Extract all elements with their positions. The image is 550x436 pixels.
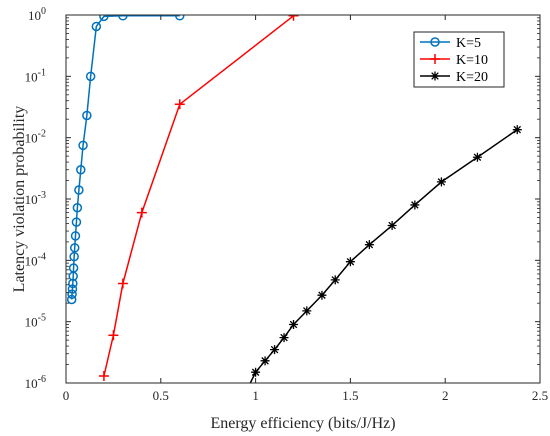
y-tick-exponent: 0 xyxy=(41,6,46,17)
y-tick-exponent: -6 xyxy=(38,374,46,385)
x-tick-label: 2.5 xyxy=(532,388,548,403)
y-tick-exponent: -1 xyxy=(38,67,46,78)
data-point xyxy=(345,257,355,267)
y-tick-base: 10 xyxy=(25,315,38,330)
y-tick-label: 10-3 xyxy=(25,190,46,207)
data-point xyxy=(68,278,78,289)
data-point xyxy=(67,284,78,294)
legend-label: K=5 xyxy=(456,36,481,51)
data-point xyxy=(118,15,128,21)
x-tick-label: 1 xyxy=(252,388,259,403)
data-point xyxy=(74,185,84,195)
data-point xyxy=(330,275,340,285)
data-point xyxy=(70,231,81,241)
series-line-k20 xyxy=(249,129,518,383)
legend-marker xyxy=(430,37,440,47)
x-tick-label: 2 xyxy=(442,388,449,403)
y-tick-label: 10-5 xyxy=(25,313,46,330)
data-point xyxy=(288,15,299,21)
data-point xyxy=(78,140,88,151)
y-tick-exponent: -4 xyxy=(38,251,46,262)
data-point xyxy=(69,243,80,253)
y-tick-exponent: -3 xyxy=(38,190,46,201)
x-tick-label: 1.5 xyxy=(342,388,358,403)
data-point xyxy=(175,15,185,21)
data-point xyxy=(91,21,102,32)
data-point xyxy=(76,164,86,175)
y-tick-base: 10 xyxy=(28,8,41,23)
y-tick-exponent: -2 xyxy=(38,129,46,140)
y-tick-label: 10-4 xyxy=(25,251,46,268)
data-point xyxy=(387,220,397,230)
x-axis-ticks: 0 0.5 1 1.5 2 2.5 xyxy=(63,15,548,403)
legend-marker xyxy=(430,54,440,64)
data-point xyxy=(317,290,327,300)
data-point xyxy=(410,200,420,210)
x-tick-label: 0.5 xyxy=(153,388,169,403)
data-point xyxy=(98,371,109,382)
y-tick-exponent: -5 xyxy=(38,313,46,324)
y-tick-base: 10 xyxy=(25,376,38,391)
data-point xyxy=(68,263,79,273)
data-point xyxy=(99,15,109,22)
legend-marker xyxy=(430,71,440,81)
y-tick-base: 10 xyxy=(25,131,38,146)
data-point xyxy=(260,356,270,366)
data-point xyxy=(69,251,79,262)
data-point xyxy=(270,345,280,355)
data-point xyxy=(512,125,522,135)
data-point xyxy=(108,330,119,341)
data-point xyxy=(174,99,185,110)
x-axis-label: Energy efficiency (bits/J/Hz) xyxy=(210,415,395,432)
y-tick-label: 10-6 xyxy=(25,374,46,391)
data-point xyxy=(71,217,82,227)
legend-label: K=10 xyxy=(456,53,488,68)
data-point xyxy=(66,294,77,305)
y-tick-base: 10 xyxy=(25,69,38,84)
data-point xyxy=(117,278,128,289)
y-axis-label: Latency violation probability xyxy=(11,106,28,293)
series-line-k5 xyxy=(70,15,180,300)
data-point xyxy=(364,240,374,250)
data-point xyxy=(472,152,482,162)
data-point xyxy=(302,306,312,316)
x-tick-label: 0 xyxy=(63,388,70,403)
legend-label: K=20 xyxy=(456,70,488,85)
data-point xyxy=(72,203,83,213)
y-tick-base: 10 xyxy=(25,253,38,268)
data-point xyxy=(436,177,446,187)
data-point xyxy=(136,207,147,218)
data-point xyxy=(67,289,77,299)
y-tick-label: 100 xyxy=(28,6,46,23)
data-point xyxy=(85,71,96,82)
y-tick-label: 10-2 xyxy=(25,129,46,146)
y-tick-base: 10 xyxy=(25,192,38,207)
data-point xyxy=(289,319,299,329)
y-tick-label: 10-1 xyxy=(25,67,46,84)
data-point xyxy=(82,110,92,121)
data-point xyxy=(251,367,261,377)
series-line-k10 xyxy=(103,15,294,377)
data-point xyxy=(279,333,289,343)
legend: K=5 K=10 K=20 xyxy=(413,31,505,88)
series-layer xyxy=(66,15,522,383)
